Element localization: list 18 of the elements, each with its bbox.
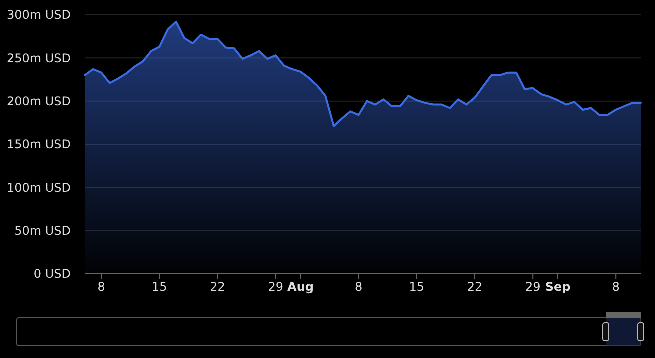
x-tick-label: Sep xyxy=(545,280,572,294)
y-tick-label: 200m USD xyxy=(6,94,71,109)
x-tick-label: 15 xyxy=(409,280,425,294)
x-tick-label: 22 xyxy=(467,280,483,294)
x-tick-label: 22 xyxy=(210,280,226,294)
x-tick-label: 8 xyxy=(98,280,106,294)
y-tick-label: 100m USD xyxy=(6,180,71,195)
x-tick-label: 8 xyxy=(355,280,363,294)
y-tick-label: 250m USD xyxy=(6,51,71,66)
y-tick-label: 150m USD xyxy=(6,138,71,152)
x-tick-label: 29 xyxy=(268,280,284,294)
y-tick-label: 0 USD xyxy=(34,267,71,282)
y-tick-label: 50m USD xyxy=(14,224,71,238)
x-tick-label: 15 xyxy=(152,280,168,294)
x-tick-label: 8 xyxy=(612,280,620,294)
x-tick-label: 29 xyxy=(525,280,541,294)
y-tick-label: 300m USD xyxy=(6,8,71,22)
x-tick-label: Aug xyxy=(288,280,314,294)
